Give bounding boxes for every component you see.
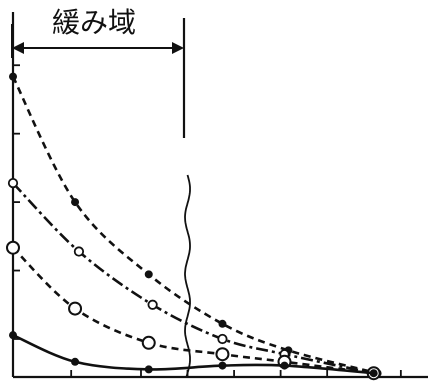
series-3-point-1 xyxy=(6,240,20,255)
series-4-point-4 xyxy=(218,361,227,370)
series-4-point-5 xyxy=(280,361,289,370)
series-2-point-2 xyxy=(73,246,85,257)
boundary-wavy-line xyxy=(184,174,191,378)
annotation-group: 緩み域 xyxy=(11,6,186,138)
series-3-point-2 xyxy=(68,301,83,316)
series-4-point-6 xyxy=(369,369,378,378)
series-1-point-3 xyxy=(144,270,153,279)
series-1-line xyxy=(11,76,378,375)
series-4-point-1 xyxy=(9,331,17,340)
series-3-point-4 xyxy=(215,347,230,362)
series-2-line xyxy=(12,182,374,375)
series-1-point-2 xyxy=(71,198,80,207)
annotation-arrow-left-head xyxy=(12,42,24,54)
series-2-point-1 xyxy=(7,177,19,189)
series-group xyxy=(6,72,382,381)
series-3-point-3 xyxy=(141,335,156,350)
annotation-arrow-right-head xyxy=(172,42,184,54)
series-3-line xyxy=(12,246,374,375)
series-2-point-4 xyxy=(217,333,228,345)
series-2-point-3 xyxy=(147,299,158,310)
series-1 xyxy=(9,72,382,378)
series-1-point-1 xyxy=(9,72,17,81)
series-4 xyxy=(9,331,378,378)
series-1-point-4 xyxy=(218,319,227,328)
series-2 xyxy=(7,177,379,379)
annotation-label: 緩み域 xyxy=(52,6,136,39)
series-4-point-2 xyxy=(71,357,80,366)
series-4-point-3 xyxy=(144,365,153,374)
series-4-line xyxy=(12,334,374,375)
